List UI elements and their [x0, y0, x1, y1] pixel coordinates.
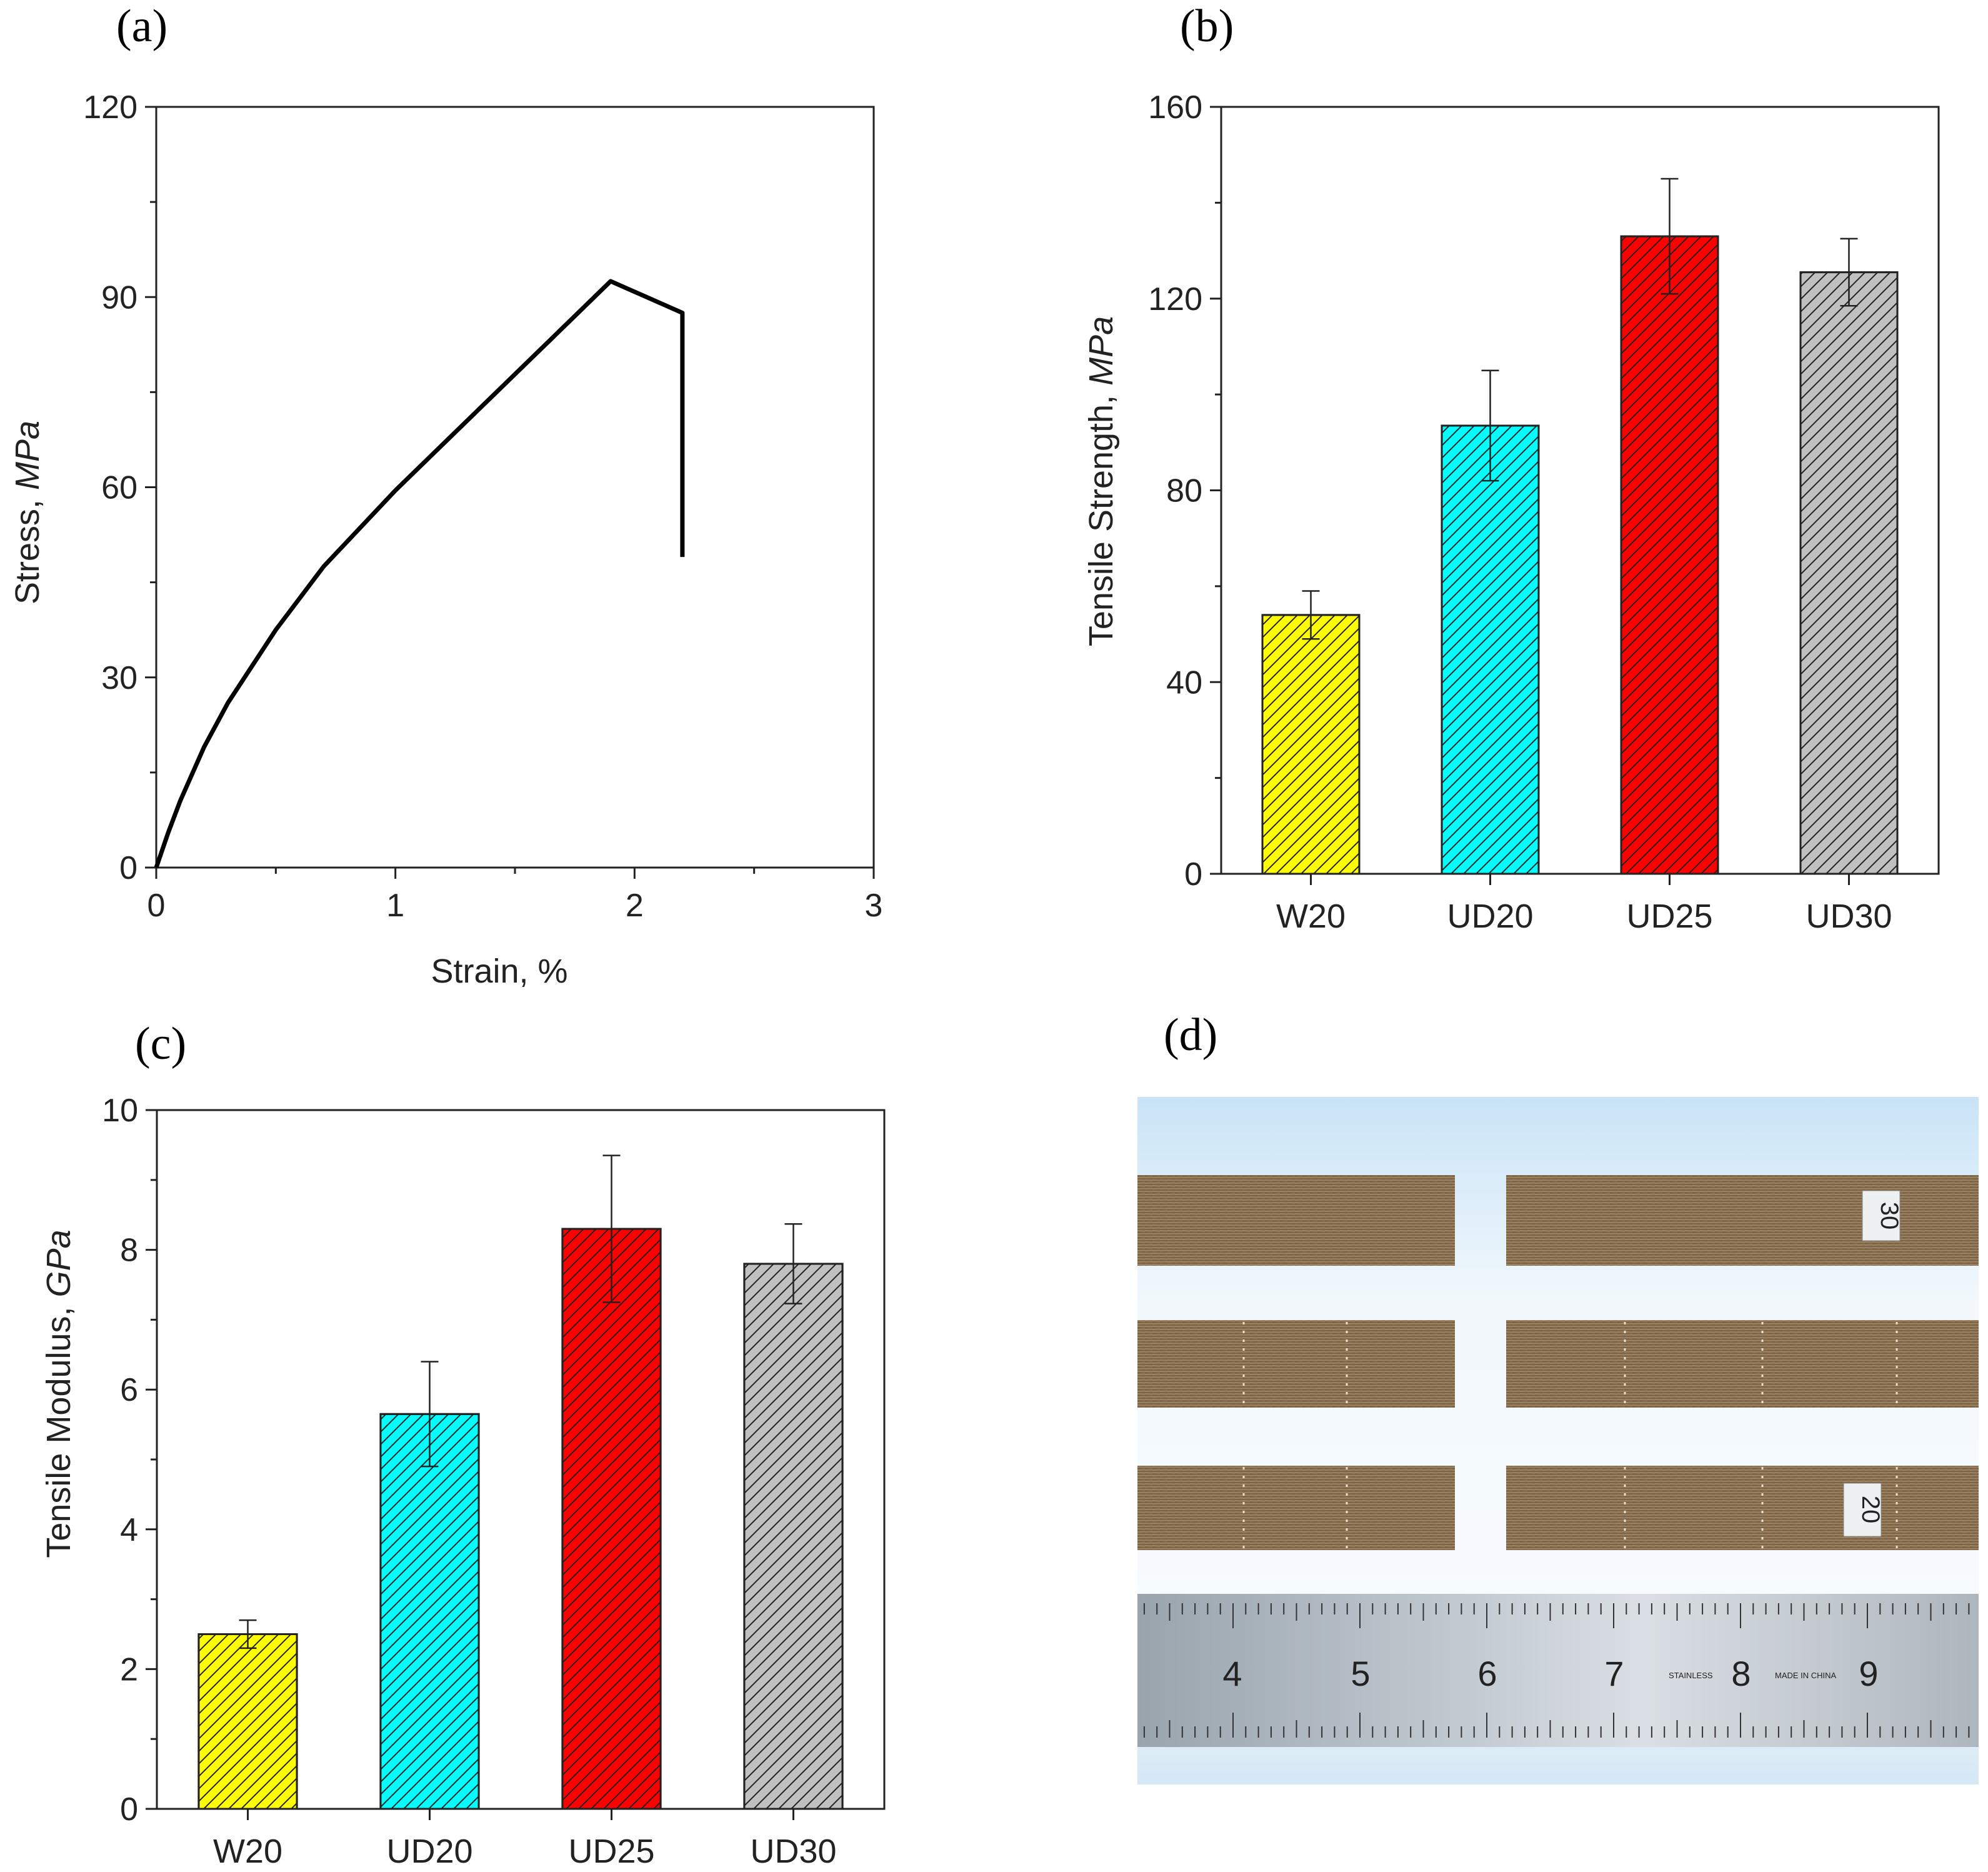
c-x-tick-label: W20	[213, 1833, 282, 1870]
panel-label-b: (b)	[1180, 1, 1234, 52]
b-bar-hatch-ud30	[1799, 271, 1899, 875]
c-y-tick-label: 4	[120, 1512, 138, 1548]
ruler-numbers: 4 5 6 7 8 9	[1222, 1654, 1878, 1693]
ruler	[1137, 1594, 1979, 1747]
c-x-tick-label: UD20	[386, 1833, 472, 1870]
a-plot-frame	[155, 106, 875, 869]
b-bar-hatch-ud25	[1620, 235, 1719, 875]
ruler-number: 7	[1604, 1654, 1624, 1693]
c-y-tick-label: 8	[120, 1233, 138, 1269]
a-y-tick-label: 60	[101, 470, 137, 506]
a-stress-strain-line	[154, 279, 685, 869]
chart-a: Stress, MPa Strain, % 0 30 60 90 120 0 1 2 3	[9, 89, 882, 990]
b-y-tick-label: 160	[1148, 89, 1202, 126]
ruler-text: STAINLESS	[1669, 1671, 1713, 1680]
b-x-tick-label: UD25	[1626, 898, 1712, 935]
sample-label-20-text: 20	[1857, 1496, 1884, 1524]
c-y-tick-label: 0	[120, 1791, 138, 1828]
specimen-strip-middle-right	[1506, 1320, 1979, 1408]
b-y-axis-label: Tensile Strength, MPa	[1082, 316, 1120, 646]
ruler-text: MADE IN CHINA	[1775, 1671, 1837, 1680]
sample-label-30-text: 30	[1876, 1202, 1903, 1230]
ruler-number: 4	[1222, 1654, 1242, 1693]
panel-label-d: (d)	[1164, 1009, 1218, 1061]
specimen-strip-middle-left	[1137, 1320, 1455, 1408]
specimen-strip-top-right	[1506, 1175, 1979, 1266]
b-bar-hatch-w20	[1261, 614, 1361, 875]
specimen-photo-drawing: 30 20 4 5 6 7 8 9 STAINLESS MADE IN CHIN…	[1137, 1097, 1979, 1784]
b-y-tick-label: 120	[1148, 281, 1202, 318]
c-y-tick-label: 2	[120, 1651, 138, 1688]
specimen-strip-bottom-right	[1506, 1466, 1979, 1550]
chart-b: Tensile Strength, MPa 0 40 80 120 160 W20 UD20…	[1082, 89, 1940, 935]
a-x-axis-label: Strain, %	[431, 953, 567, 990]
stitch-lines	[1242, 1322, 1898, 1548]
b-y-tick-label: 80	[1166, 473, 1202, 509]
c-bar-hatch-ud25	[561, 1228, 662, 1810]
specimen-strip-bottom-left	[1137, 1466, 1455, 1550]
b-y-tick-label: 40	[1166, 664, 1202, 701]
a-y-tick-label: 120	[83, 89, 137, 126]
ruler-number: 5	[1351, 1654, 1370, 1693]
panel-label-a: (a)	[116, 1, 168, 52]
chart-c: Tensile Modulus, GPa 0 2 4 6 8 10 W20 UD20 UD25 U…	[40, 1093, 886, 1870]
c-x-tick-label: UD25	[568, 1833, 654, 1870]
a-x-tick-label: 3	[865, 888, 883, 924]
c-y-axis-label: Tensile Modulus, GPa	[40, 1229, 77, 1558]
b-bar-hatch-ud20	[1441, 424, 1540, 875]
a-y-axis-label: Stress, MPa	[9, 421, 46, 604]
b-x-tick-label: UD20	[1447, 898, 1533, 935]
c-y-tick-label: 10	[102, 1093, 138, 1129]
b-y-tick-label: 0	[1184, 856, 1202, 893]
a-x-tick-label: 2	[626, 888, 644, 924]
ruler-number: 8	[1731, 1654, 1751, 1693]
a-x-tick-label: 1	[386, 888, 404, 924]
c-y-tick-label: 6	[120, 1372, 138, 1408]
a-y-tick-label: 30	[101, 660, 137, 696]
ruler-ticks	[1143, 1603, 1970, 1738]
ruler-number: 6	[1477, 1654, 1497, 1693]
c-bar-hatch-ud30	[743, 1263, 844, 1810]
c-bar-hatch-w20	[197, 1633, 298, 1810]
ruler-number: 9	[1859, 1654, 1878, 1693]
sample-label-20	[1843, 1483, 1882, 1537]
panel-label-c: (c)	[135, 1018, 187, 1069]
specimen-strip-top-left	[1137, 1175, 1455, 1266]
b-x-tick-label: W20	[1276, 898, 1346, 935]
b-x-tick-label: UD30	[1806, 898, 1892, 935]
c-x-tick-label: UD30	[750, 1833, 836, 1870]
sample-label-30	[1862, 1190, 1901, 1241]
a-y-tick-label: 90	[101, 279, 137, 316]
c-bar-hatch-ud20	[379, 1413, 480, 1810]
specimen-photo: 30 20 4 5 6 7 8 9 STAINLESS MADE IN CHIN…	[1137, 1097, 1979, 1784]
a-y-tick-label: 0	[119, 850, 137, 886]
a-x-tick-label: 0	[147, 888, 166, 924]
